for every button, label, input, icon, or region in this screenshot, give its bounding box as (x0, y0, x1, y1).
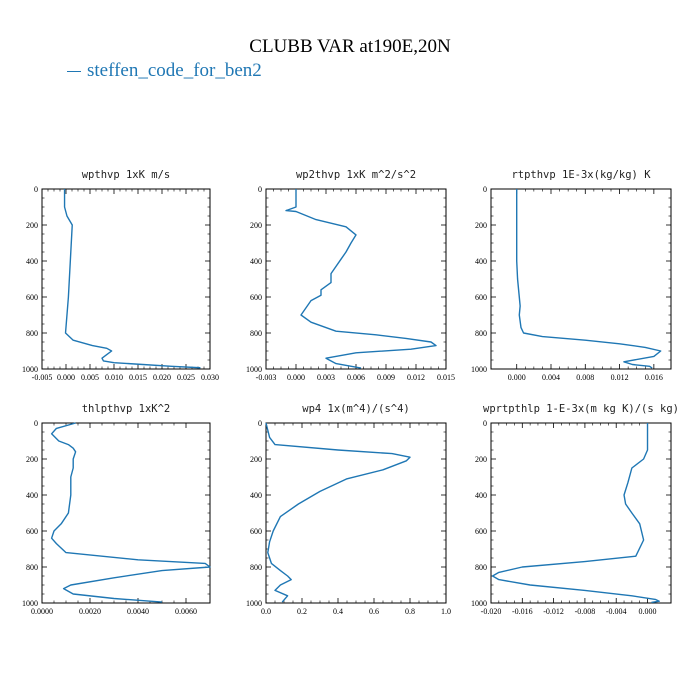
x-tick-label: 0.016 (645, 373, 663, 382)
x-tick-label: 0.025 (177, 373, 195, 382)
x-tick-label: 0.030 (201, 373, 219, 382)
x-tick-label: 0.8 (405, 607, 415, 616)
series-line (491, 423, 660, 604)
x-tick-label: 0.006 (347, 373, 365, 382)
y-tick-label: 200 (250, 221, 262, 230)
y-tick-label: 800 (26, 329, 38, 338)
x-tick-label: 0.015 (437, 373, 455, 382)
y-tick-label: 800 (475, 329, 487, 338)
chart-panel-2: wp2thvp 1xK m^2/s^2 -0.003 0.000 0.003 0.006… (246, 169, 455, 382)
x-tick-label: 0.0020 (79, 607, 101, 616)
plot-frame (265, 188, 447, 370)
x-tick-label: 0.010 (105, 373, 123, 382)
x-tick-label: 1.0 (441, 607, 451, 616)
y-tick-label: 0 (483, 185, 487, 194)
panel-title: thlpthvp 1xK^2 (82, 403, 171, 415)
y-tick-label: 200 (475, 455, 487, 464)
y-tick-label: 800 (250, 329, 262, 338)
y-tick-label: 600 (250, 527, 262, 536)
y-tick-label: 400 (250, 491, 262, 500)
x-tick-label: -0.020 (481, 607, 502, 616)
x-tick-label: -0.012 (543, 607, 564, 616)
y-tick-label: 0 (34, 185, 38, 194)
x-tick-label: 0.0060 (175, 607, 197, 616)
y-tick-label: 400 (475, 257, 487, 266)
y-tick-label: 1000 (471, 365, 487, 374)
panel-title: wp4 1x(m^4)/(s^4) (302, 403, 409, 415)
figure-title: CLUBB VAR at190E,20N (249, 36, 451, 57)
panel-title: rtpthvp 1E-3x(kg/kg) K (511, 169, 651, 181)
legend-label: steffen_code_for_ben2 (87, 60, 262, 81)
series-line (50, 422, 211, 603)
legend-line-icon (67, 71, 81, 73)
chart-panel-1: wpthvp 1xK m/s -0.005 0.000 0.005 0.010 0.015… (22, 169, 219, 382)
x-tick-label: 0.004 (542, 373, 560, 382)
x-tick-label: -0.008 (575, 607, 596, 616)
y-tick-label: 0 (483, 419, 487, 428)
x-tick-label: 0.2 (297, 607, 307, 616)
x-tick-label: 0.6 (369, 607, 379, 616)
series-line (265, 422, 411, 603)
y-tick-label: 200 (475, 221, 487, 230)
x-tick-label: 0.015 (129, 373, 147, 382)
x-tick-label: 0.000 (639, 607, 657, 616)
chart-panel-6: wprtpthlp 1-E-3x(m kg K)/(s kg) -0.020 -0.… (471, 403, 679, 616)
y-tick-label: 0 (258, 185, 262, 194)
y-tick-label: 600 (26, 293, 38, 302)
plot-frame (490, 422, 672, 604)
chart-panel-4: thlpthvp 1xK^2 0.0000 0.0020 0.0040 0.0060 0 2… (22, 403, 211, 616)
x-tick-label: 0.012 (611, 373, 629, 382)
x-tick-label: 0.4 (333, 607, 343, 616)
x-tick-label: 0.020 (153, 373, 171, 382)
x-tick-label: -0.005 (32, 373, 53, 382)
x-tick-label: 0.008 (576, 373, 594, 382)
x-tick-label: 0.000 (57, 373, 75, 382)
y-tick-label: 400 (475, 491, 487, 500)
plot-frame (265, 422, 447, 604)
panel-title: wprtpthlp 1-E-3x(m kg K)/(s kg) (483, 403, 679, 415)
legend: steffen_code_for_ben2 (67, 60, 262, 82)
y-tick-label: 200 (250, 455, 262, 464)
y-tick-label: 200 (26, 455, 38, 464)
x-tick-label: 0.0040 (127, 607, 149, 616)
y-tick-label: 400 (26, 491, 38, 500)
y-tick-label: 200 (26, 221, 38, 230)
y-tick-label: 400 (26, 257, 38, 266)
series-line (285, 189, 437, 369)
y-tick-label: 600 (475, 527, 487, 536)
y-tick-label: 600 (250, 293, 262, 302)
y-tick-label: 800 (475, 563, 487, 572)
y-tick-label: 600 (26, 527, 38, 536)
chart-panel-5: wp4 1x(m^4)/(s^4) 0.0 0.2 0.4 0.6 0.8 1.0 0 200 4… (246, 403, 451, 616)
y-tick-label: 1000 (246, 599, 262, 608)
y-tick-label: 800 (26, 563, 38, 572)
chart-panel-3: rtpthvp 1E-3x(kg/kg) K 0.000 0.004 0.008 0.0… (471, 169, 672, 382)
y-tick-label: 1000 (246, 365, 262, 374)
x-tick-label: 0.000 (287, 373, 305, 382)
y-tick-label: 0 (258, 419, 262, 428)
x-tick-label: 0.012 (407, 373, 425, 382)
x-tick-label: 0.0000 (31, 607, 53, 616)
y-tick-label: 1000 (471, 599, 487, 608)
x-tick-label: 0.000 (508, 373, 526, 382)
series-line (63, 189, 201, 369)
y-tick-label: 400 (250, 257, 262, 266)
x-tick-label: 0.0 (261, 607, 271, 616)
x-tick-label: -0.003 (256, 373, 277, 382)
panel-title: wpthvp 1xK m/s (82, 169, 171, 181)
y-tick-label: 1000 (22, 599, 38, 608)
panel-title: wp2thvp 1xK m^2/s^2 (296, 169, 416, 181)
x-tick-label: -0.004 (606, 607, 627, 616)
y-tick-label: 0 (34, 419, 38, 428)
series-line (516, 189, 662, 369)
x-tick-label: 0.005 (81, 373, 99, 382)
y-tick-label: 800 (250, 563, 262, 572)
y-tick-label: 1000 (22, 365, 38, 374)
x-tick-label: 0.003 (317, 373, 335, 382)
x-tick-label: 0.009 (377, 373, 395, 382)
x-tick-label: -0.016 (512, 607, 533, 616)
y-tick-label: 600 (475, 293, 487, 302)
